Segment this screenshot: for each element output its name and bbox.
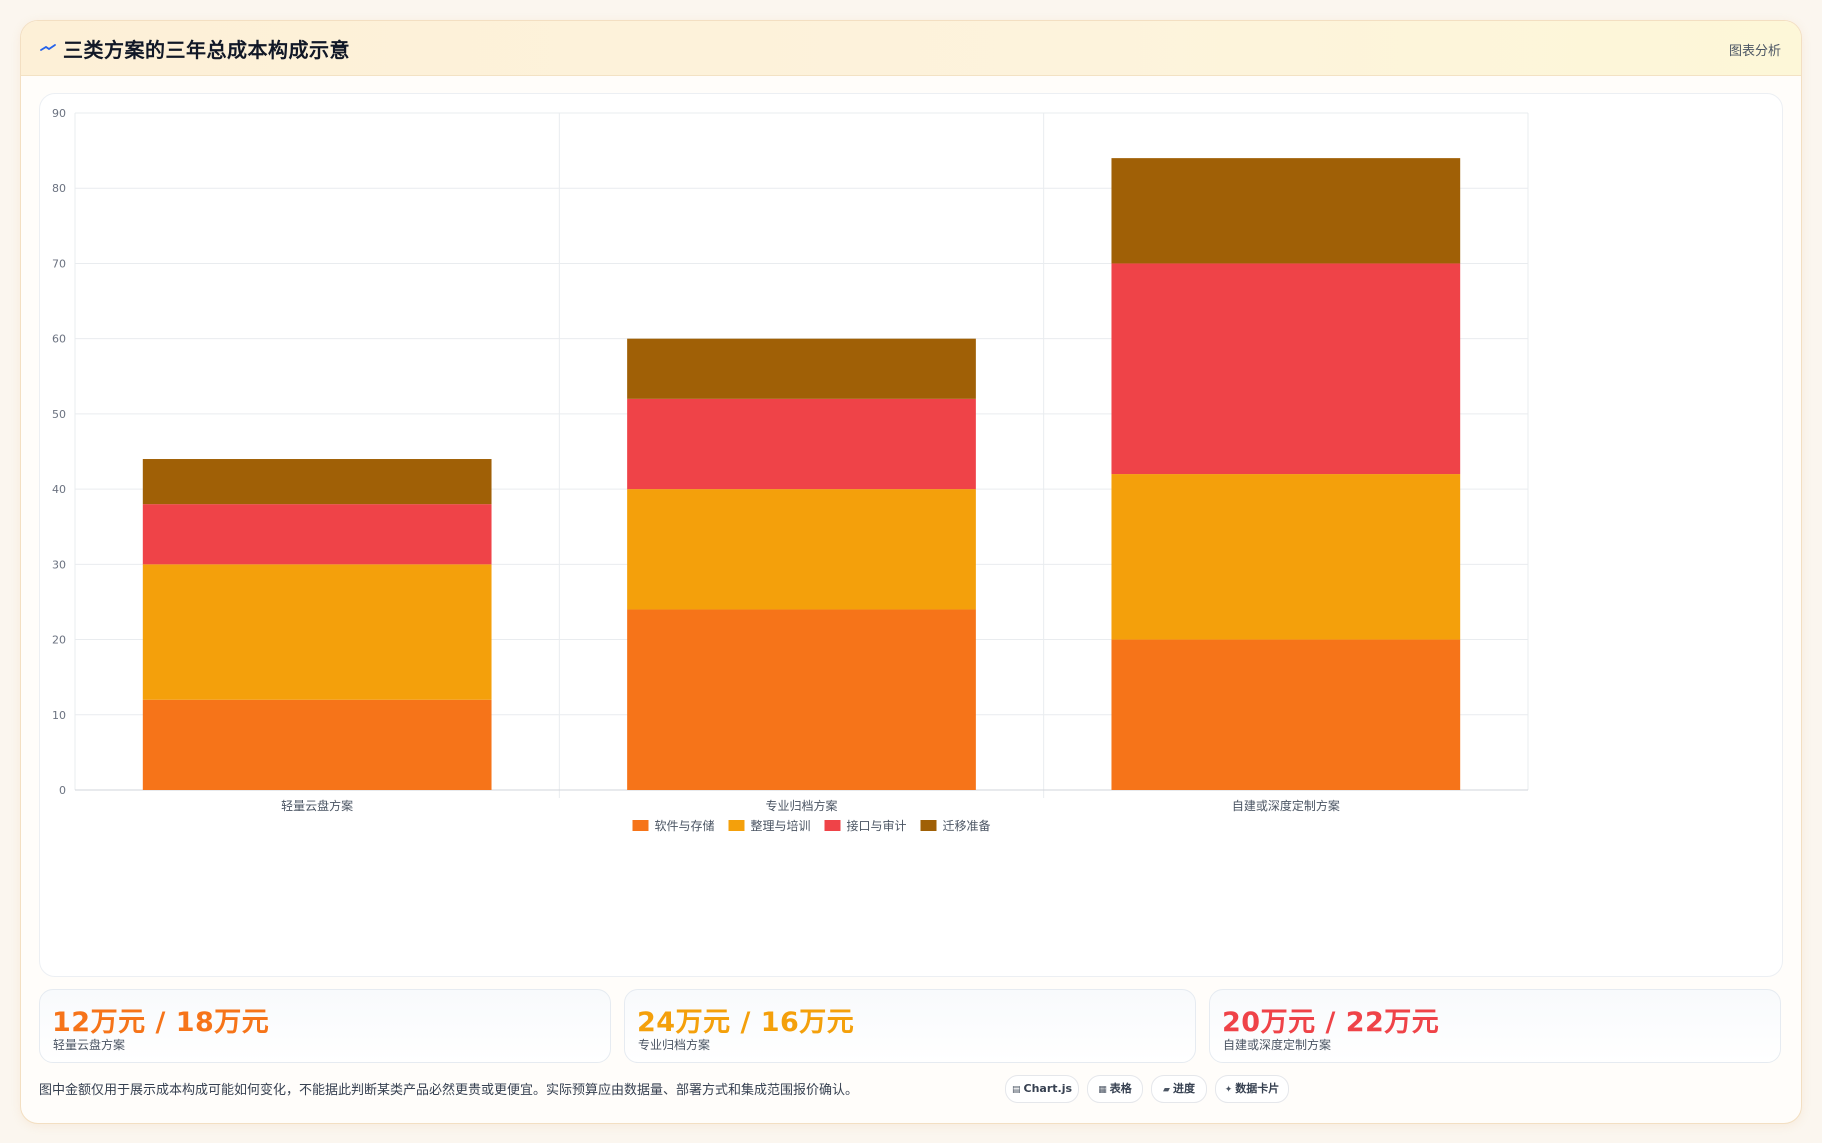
stat-value: 20万元 / 22万元 bbox=[1222, 1007, 1440, 1038]
y-tick-label: 90 bbox=[52, 107, 66, 120]
y-tick-label: 70 bbox=[52, 257, 66, 270]
bar-segment bbox=[627, 489, 976, 610]
stacked-bar-chart: 0 10 20 30 40 50 60 70 80 90 轻量云盘方案 专业归档方案 自建或深度定制方案… bbox=[52, 107, 1529, 833]
bar-segment bbox=[627, 338, 976, 399]
chip-label: 表格 bbox=[1109, 1082, 1132, 1095]
bar-segment bbox=[627, 398, 976, 490]
bar-segment bbox=[142, 504, 492, 565]
stat-value: 24万元 / 16万元 bbox=[637, 1007, 855, 1038]
y-tick-label: 40 bbox=[52, 483, 66, 496]
chart-analysis-link[interactable]: 图表分析 bbox=[1728, 44, 1781, 59]
y-tick-label: 50 bbox=[52, 408, 66, 421]
bar-segment bbox=[627, 609, 976, 790]
chip-data-card[interactable]: ✦ 数据卡片 bbox=[1215, 1075, 1289, 1103]
x-tick-label: 自建或深度定制方案 bbox=[1232, 798, 1340, 813]
legend-swatch bbox=[632, 820, 649, 831]
sparkle-icon: ✦ bbox=[1224, 1085, 1233, 1095]
chip-label: 数据卡片 bbox=[1235, 1082, 1280, 1095]
legend-label: 接口与审计 bbox=[847, 818, 907, 833]
bar-segment bbox=[1111, 639, 1461, 790]
chip-progress[interactable]: ▰ 进度 bbox=[1151, 1075, 1207, 1103]
y-tick-label: 60 bbox=[52, 333, 66, 346]
legend-swatch bbox=[728, 820, 745, 831]
x-tick-label: 专业归档方案 bbox=[765, 798, 837, 813]
stat-card-self-built: 20万元 / 22万元 自建或深度定制方案 bbox=[1209, 989, 1781, 1063]
bar-segment bbox=[1111, 158, 1461, 264]
bar-segment bbox=[142, 699, 492, 790]
y-tick-label: 10 bbox=[52, 709, 66, 722]
chip-label: 进度 bbox=[1172, 1082, 1195, 1095]
chip-chartjs[interactable]: ▤ Chart.js bbox=[1005, 1075, 1079, 1103]
stat-card-light-cloud: 12万元 / 18万元 轻量云盘方案 bbox=[39, 989, 611, 1063]
y-tick-label: 80 bbox=[52, 182, 66, 195]
stat-card-pro-archive: 24万元 / 16万元 专业归档方案 bbox=[624, 989, 1196, 1063]
chip-table[interactable]: ▦ 表格 bbox=[1087, 1075, 1143, 1103]
stat-value: 12万元 / 18万元 bbox=[52, 1007, 270, 1038]
legend-label: 软件与存储 bbox=[655, 818, 715, 833]
table-icon: ▦ bbox=[1098, 1085, 1107, 1095]
stat-label: 自建或深度定制方案 bbox=[1223, 1038, 1332, 1052]
disclaimer-note: 图中金额仅用于展示成本构成可能如何变化，不能据此判断某类产品必然更贵或更便宜。实… bbox=[39, 1083, 859, 1098]
legend-label: 迁移准备 bbox=[943, 819, 991, 833]
x-tick-label: 轻量云盘方案 bbox=[281, 798, 353, 813]
chip-label: Chart.js bbox=[1023, 1082, 1073, 1095]
bar-segment bbox=[142, 564, 492, 700]
stat-label: 专业归档方案 bbox=[638, 1038, 711, 1052]
bar-segment bbox=[1111, 263, 1461, 475]
y-tick-label: 20 bbox=[52, 634, 66, 647]
chart-panel: 0 10 20 30 40 50 60 70 80 90 轻量云盘方案 专业归档方案 自建或深度定制方案… bbox=[39, 93, 1783, 977]
card-header: 三类方案的三年总成本构成示意 图表分析 bbox=[21, 21, 1801, 76]
stat-label: 轻量云盘方案 bbox=[53, 1038, 126, 1052]
y-tick-label: 30 bbox=[52, 558, 66, 571]
trend-line-icon bbox=[40, 44, 56, 51]
legend-swatch bbox=[824, 820, 841, 831]
bar-segment bbox=[1111, 474, 1461, 640]
y-tick-label: 0 bbox=[59, 784, 66, 797]
chart-title: 三类方案的三年总成本构成示意 bbox=[63, 38, 350, 62]
chart-icon: ▤ bbox=[1011, 1085, 1021, 1095]
legend-swatch bbox=[920, 820, 937, 831]
legend-label: 整理与培训 bbox=[751, 818, 811, 833]
bar-segment bbox=[142, 459, 492, 505]
chart-card: 三类方案的三年总成本构成示意 图表分析 0 10 20 30 40 50 60 70 80 90 轻… bbox=[20, 20, 1802, 1124]
progress-icon: ▰ bbox=[1163, 1085, 1170, 1095]
